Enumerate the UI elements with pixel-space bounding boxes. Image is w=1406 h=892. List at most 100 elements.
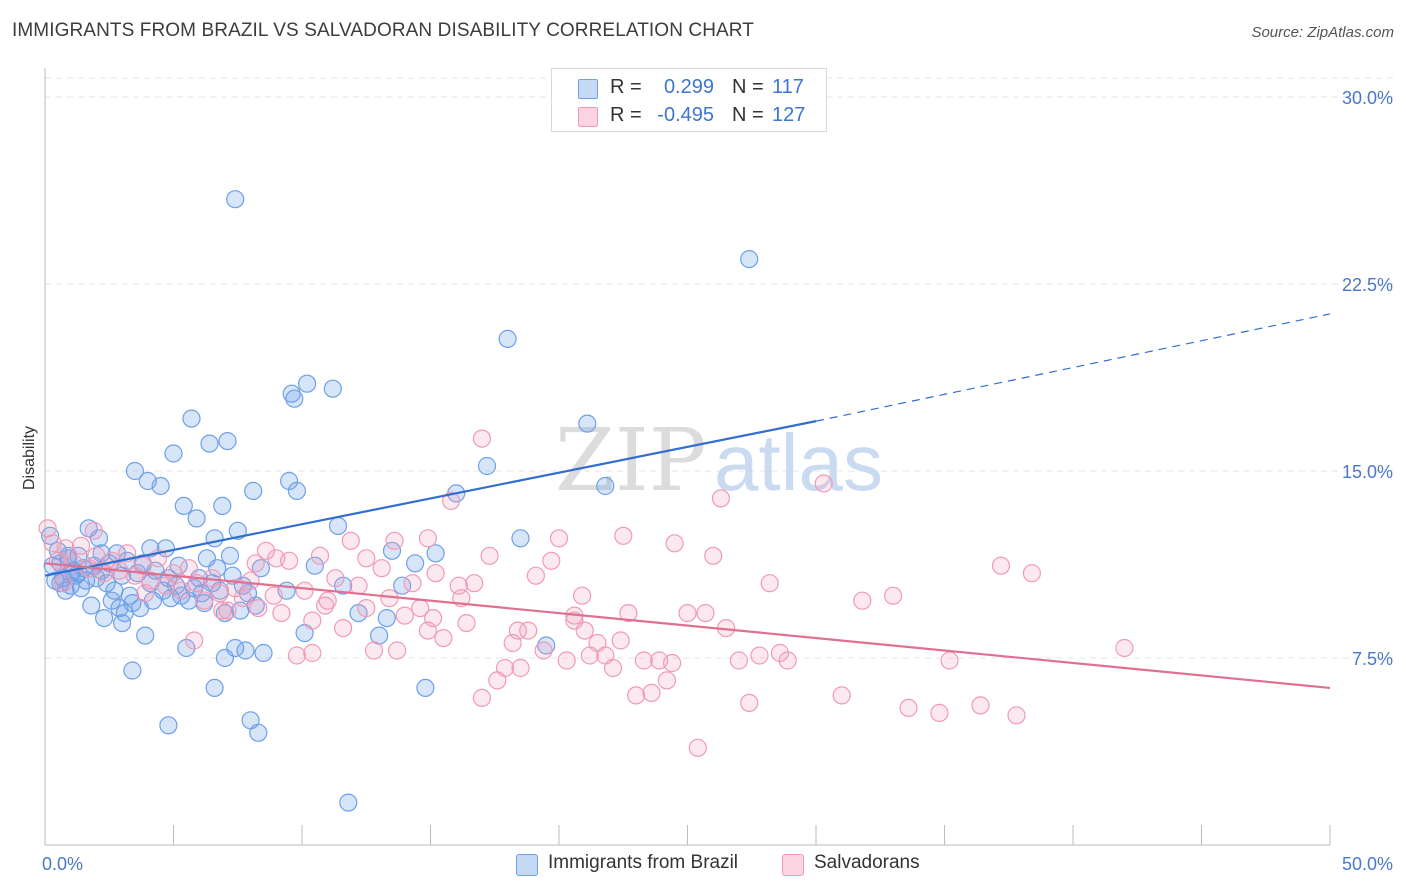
point-brazil — [218, 432, 237, 451]
point-salvadoran — [642, 683, 661, 703]
point-salvadoran — [341, 531, 360, 550]
legend-r-label: R = — [610, 76, 642, 98]
series-label-salvadoran: Salvadorans — [814, 852, 920, 873]
point-salvadoran — [940, 651, 959, 670]
point-salvadoran — [357, 598, 376, 618]
point-brazil — [498, 329, 517, 348]
point-brazil — [740, 250, 759, 269]
point-salvadoran — [472, 688, 491, 708]
point-salvadoran — [56, 539, 75, 558]
point-salvadoran — [179, 559, 198, 578]
legend-n-label: N = — [732, 76, 764, 98]
point-brazil — [82, 596, 101, 615]
point-salvadoran — [226, 579, 245, 598]
point-brazil — [182, 409, 201, 428]
watermark-atlas: atlas — [714, 418, 883, 507]
point-salvadoran — [534, 641, 553, 660]
series-legend: Immigrants from Brazil Salvadorans — [0, 852, 1406, 878]
point-brazil — [120, 586, 139, 605]
point-brazil — [537, 636, 556, 655]
point-salvadoran — [930, 703, 949, 723]
point-salvadoran — [603, 658, 623, 678]
point-salvadoran — [303, 643, 322, 663]
point-salvadoran — [241, 571, 260, 590]
point-salvadoran — [465, 574, 484, 593]
point-brazil — [251, 559, 270, 578]
point-brazil — [213, 496, 232, 515]
point-salvadoran — [662, 653, 682, 673]
point-salvadoran — [172, 581, 191, 600]
point-brazil — [416, 678, 435, 698]
point-salvadoran — [457, 613, 476, 633]
legend-n-value-salvadoran: 127 — [772, 104, 806, 126]
point-brazil — [220, 546, 240, 565]
point-salvadoran — [729, 651, 749, 670]
point-brazil — [105, 581, 124, 600]
point-salvadoran — [295, 581, 314, 600]
point-salvadoran — [472, 429, 491, 448]
point-salvadoran — [267, 549, 286, 568]
point-salvadoran — [71, 536, 91, 555]
point-salvadoran — [264, 586, 283, 605]
point-salvadoran — [53, 574, 73, 593]
point-salvadoran — [195, 591, 214, 610]
point-brazil — [215, 603, 234, 623]
point-brazil — [94, 608, 114, 628]
legend-swatch-brazil — [578, 79, 598, 99]
point-salvadoran — [326, 569, 345, 588]
correlation-legend: R = 0.299 N = 117 R = -0.495 N = 127 — [551, 68, 827, 132]
point-salvadoran — [696, 603, 715, 623]
point-salvadoran — [770, 643, 790, 663]
point-brazil — [339, 793, 358, 812]
point-salvadoran — [316, 596, 335, 615]
point-brazil — [244, 481, 263, 500]
point-brazil — [305, 556, 324, 575]
point-brazil — [282, 384, 301, 403]
x-tick-label: 50.0% — [1342, 854, 1393, 874]
point-brazil — [226, 190, 245, 209]
legend-r-value-brazil: 0.299 — [663, 76, 714, 98]
point-salvadoran — [349, 576, 368, 595]
point-salvadoran — [256, 541, 276, 560]
point-brazil — [205, 678, 224, 698]
point-salvadoran — [442, 491, 461, 510]
point-brazil — [174, 496, 193, 515]
point-brazil — [578, 414, 597, 433]
point-salvadoran — [246, 554, 265, 573]
point-salvadoran — [357, 549, 376, 568]
watermark-zip: ZIP — [555, 411, 707, 511]
point-salvadoran — [418, 529, 437, 548]
point-salvadoran — [303, 611, 322, 630]
point-salvadoran — [519, 621, 538, 640]
legend-n-value-brazil: 117 — [772, 76, 804, 98]
point-salvadoran — [619, 603, 638, 623]
point-salvadoran — [233, 589, 252, 608]
source-credit: Source: ZipAtlas.com — [1251, 24, 1394, 41]
point-brazil — [205, 529, 224, 548]
point-brazil — [125, 461, 144, 481]
point-brazil — [141, 539, 160, 558]
point-salvadoran — [665, 534, 684, 553]
trend-line-salvadoran — [44, 562, 1331, 690]
point-brazil — [334, 576, 353, 595]
point-salvadoran — [310, 546, 330, 565]
point-brazil — [177, 638, 196, 658]
point-brazil — [298, 374, 317, 393]
point-brazil — [254, 643, 273, 663]
point-salvadoran — [634, 651, 653, 670]
chart-title: IMMIGRANTS FROM BRAZIL VS SALVADORAN DIS… — [12, 20, 754, 41]
point-salvadoran — [557, 651, 576, 670]
point-salvadoran — [575, 621, 594, 640]
point-salvadoran — [213, 601, 232, 620]
point-brazil — [164, 444, 183, 463]
point-salvadoran — [372, 559, 391, 578]
point-salvadoran — [1115, 638, 1134, 658]
point-salvadoran — [750, 646, 769, 665]
point-brazil — [236, 641, 255, 660]
point-salvadoran — [287, 646, 306, 665]
legend-r-label: R = — [610, 104, 642, 126]
point-salvadoran — [614, 526, 633, 545]
point-brazil — [215, 648, 234, 668]
point-salvadoran — [164, 564, 183, 583]
